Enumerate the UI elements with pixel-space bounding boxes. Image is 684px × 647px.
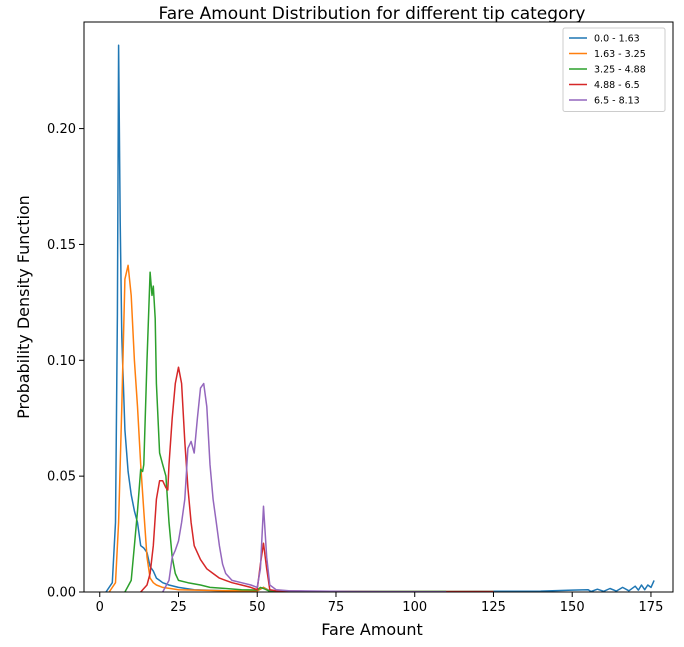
x-tick-label: 150 [560,600,585,615]
series-line-1 [105,44,655,593]
x-axis-label: Fare Amount [321,620,423,639]
legend-box [562,27,666,112]
x-tick-label: 0 [96,600,104,615]
x-axis: 0 25 50 75 100 125 150 175 [96,592,664,615]
chart-title: Fare Amount Distribution for different t… [158,4,585,24]
y-tick-label: 0.10 [47,354,76,369]
y-tick-label: 0.20 [47,122,76,137]
series-line-3 [124,271,447,593]
legend-label: 0.0 - 1.63 [594,34,640,45]
x-tick-label: 175 [639,600,664,615]
legend-label: 1.63 - 3.25 [594,49,646,60]
legend: 0.0 - 1.63 1.63 - 3.25 3.25 - 4.88 4.88 - 6… [562,27,666,112]
legend-label: 6.5 - 8.13 [594,96,640,107]
plot-frame [83,21,674,593]
y-axis: 0.00 0.05 0.10 0.15 0.20 [47,122,84,601]
y-tick-label: 0.15 [47,238,76,253]
x-tick-label: 75 [328,600,345,615]
x-tick-label: 50 [249,600,266,615]
x-tick-label: 100 [402,600,427,615]
legend-label: 3.25 - 4.88 [594,65,646,76]
y-axis-label: Probability Density Function [14,195,33,419]
x-tick-label: 25 [170,600,187,615]
series-line-5 [162,382,447,593]
y-tick-label: 0.00 [47,586,76,601]
series-lines [105,44,655,593]
legend-label: 4.88 - 6.5 [594,80,640,91]
x-tick-label: 125 [481,600,506,615]
series-line-4 [140,366,494,593]
y-tick-label: 0.05 [47,470,76,485]
series-line-2 [108,264,494,593]
